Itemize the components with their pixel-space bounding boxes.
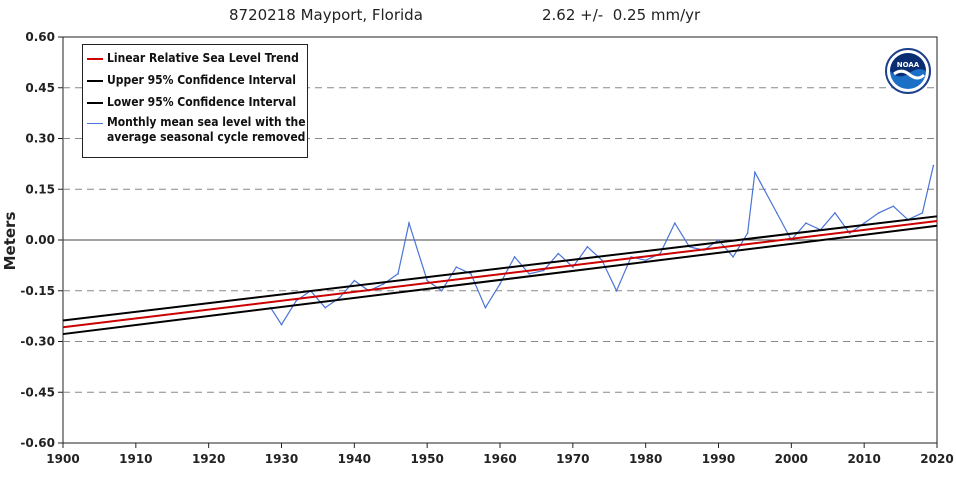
- monthly-point: [470, 273, 472, 275]
- monthly-point: [513, 256, 516, 258]
- monthly-point: [353, 279, 356, 282]
- x-tick-label: 1970: [556, 452, 589, 466]
- x-tick-label: 2020: [920, 452, 953, 466]
- y-tick-label: 0.45: [25, 81, 55, 95]
- monthly-point: [601, 259, 603, 262]
- monthly-point: [338, 296, 341, 299]
- legend-label: Upper 95% Confidence Interval: [107, 73, 297, 87]
- y-axis-label: Meters: [1, 211, 19, 271]
- monthly-point: [572, 266, 574, 268]
- x-tick-label: 2000: [775, 452, 808, 466]
- monthly-point: [892, 205, 895, 207]
- monthly-point: [754, 171, 756, 174]
- monthly-point: [542, 269, 545, 272]
- x-tick-label: 1910: [119, 452, 152, 466]
- x-tick-label: 1930: [265, 452, 298, 466]
- monthly-point: [280, 323, 283, 326]
- y-tick-label: -0.45: [20, 385, 55, 399]
- monthly-point: [324, 306, 327, 309]
- monthly-point: [408, 222, 410, 224]
- x-tick-label: 1960: [483, 452, 516, 466]
- monthly-point: [746, 232, 749, 235]
- monthly-point: [440, 289, 443, 292]
- monthly-point: [863, 222, 865, 224]
- monthly-point: [426, 279, 428, 282]
- monthly-point: [528, 273, 530, 275]
- y-tick-label: 0.00: [25, 233, 55, 247]
- monthly-point: [775, 212, 778, 214]
- monthly-point: [932, 164, 935, 167]
- logo-text: NOAA: [897, 61, 920, 69]
- legend-label: average seasonal cycle removed: [107, 130, 306, 144]
- y-tick-label: 0.30: [25, 132, 55, 146]
- x-tick-label: 2010: [847, 452, 880, 466]
- monthly-point: [674, 222, 676, 224]
- monthly-point: [921, 212, 924, 214]
- x-tick-label: 1980: [629, 452, 662, 466]
- upper-ci-line: [62, 215, 938, 322]
- monthly-point: [805, 222, 807, 224]
- trend-rate: 2.62 +/- 0.25 mm/yr: [542, 6, 701, 24]
- monthly-point: [586, 245, 589, 248]
- lower-ci-line: [62, 224, 938, 336]
- x-tick-label: 1920: [192, 452, 225, 466]
- x-tick-label: 1990: [702, 452, 735, 466]
- legend-swatch-upper: [87, 80, 103, 82]
- monthly-point: [397, 273, 399, 275]
- monthly-point: [717, 239, 720, 241]
- y-tick-label: -0.60: [20, 436, 55, 450]
- monthly-point: [295, 300, 297, 302]
- legend-label: Linear Relative Sea Level Trend: [107, 51, 299, 65]
- x-tick-label: 1940: [338, 452, 371, 466]
- chart-title: 8720218 Mayport, Florida: [229, 6, 423, 24]
- legend-label: Lower 95% Confidence Interval: [107, 95, 297, 109]
- x-tick-label: 1900: [46, 452, 79, 466]
- monthly-point: [455, 266, 458, 268]
- monthly-point: [848, 232, 851, 235]
- legend-swatch-lower: [87, 102, 103, 104]
- monthly-point: [382, 283, 385, 285]
- monthly-point: [499, 283, 501, 285]
- monthly-point: [644, 259, 647, 262]
- y-tick-label: 0.15: [25, 182, 55, 196]
- noaa-logo-icon: NOAA: [885, 48, 931, 94]
- legend-swatch-monthly: [87, 123, 103, 124]
- y-tick-label: -0.30: [20, 335, 55, 349]
- legend-label: Monthly mean sea level with the: [107, 115, 306, 129]
- monthly-point: [615, 289, 618, 292]
- legend: Linear Relative Sea Level Trend Upper 95…: [82, 44, 308, 158]
- y-tick-label: -0.15: [20, 284, 55, 298]
- x-tick-label: 1950: [410, 452, 443, 466]
- monthly-point: [484, 306, 487, 309]
- monthly-point: [877, 212, 880, 214]
- legend-swatch-trend: [87, 58, 103, 60]
- monthly-point: [834, 212, 836, 214]
- trend-line: [62, 220, 938, 329]
- y-tick-label: 0.60: [25, 30, 55, 44]
- monthly-point: [732, 256, 734, 258]
- monthly-point: [557, 252, 560, 255]
